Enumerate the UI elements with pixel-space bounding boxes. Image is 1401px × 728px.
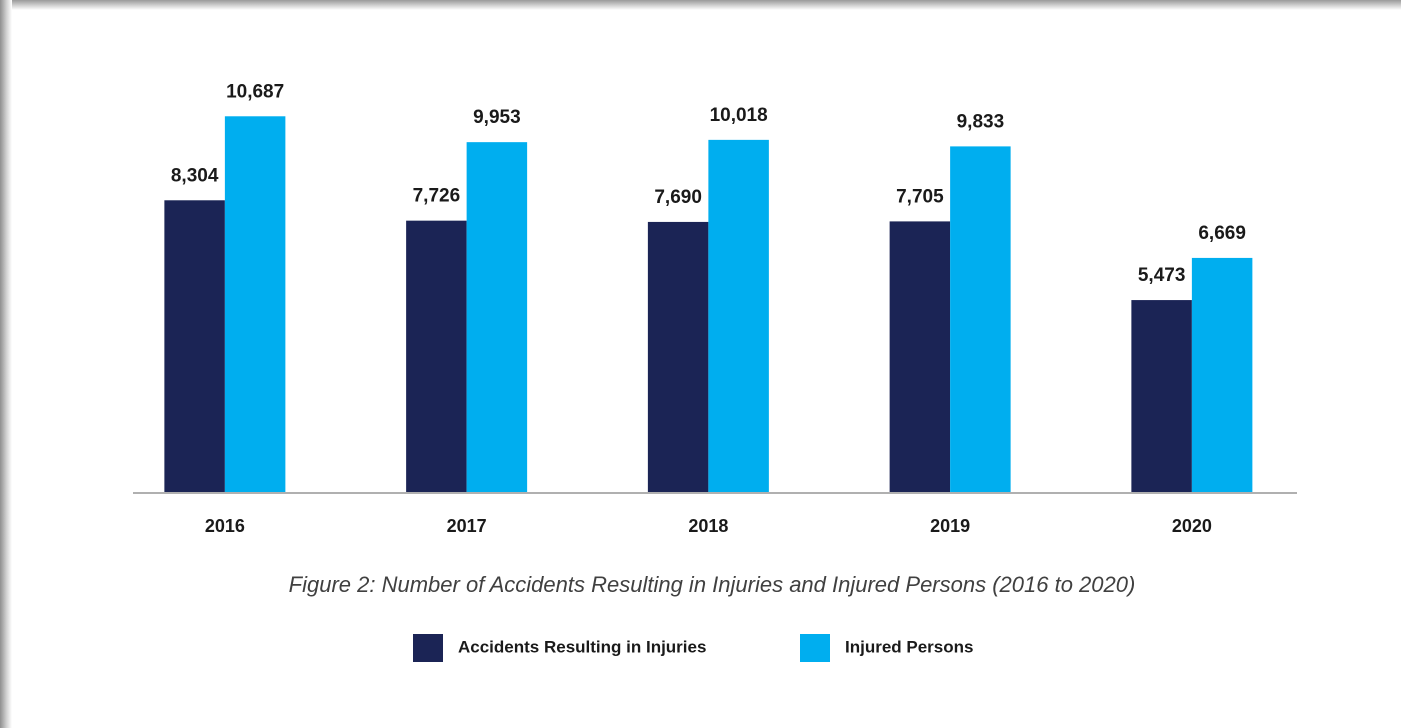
data-label: 8,304 xyxy=(171,165,219,186)
bar xyxy=(466,142,528,494)
data-label: 10,018 xyxy=(710,105,768,126)
bar xyxy=(164,200,225,493)
data-label: 5,473 xyxy=(1138,265,1186,286)
frame-shadow xyxy=(0,0,12,728)
x-tick-label: 2020 xyxy=(1172,516,1212,536)
x-tick-label: 2016 xyxy=(205,516,245,536)
bar xyxy=(708,139,769,494)
data-label: 7,705 xyxy=(896,186,944,207)
x-tick-label: 2019 xyxy=(930,516,970,536)
bar xyxy=(1191,257,1253,493)
legend-swatch xyxy=(413,634,443,662)
data-label: 6,669 xyxy=(1198,223,1246,244)
legend-label: Accidents Resulting in Injuries xyxy=(458,637,706,656)
legend-swatch xyxy=(800,634,830,662)
frame-shadow xyxy=(0,0,1401,10)
chart-caption: Figure 2: Number of Accidents Resulting … xyxy=(289,572,1136,597)
bar xyxy=(406,220,467,493)
bar xyxy=(1131,300,1192,493)
legend-label: Injured Persons xyxy=(845,637,973,656)
data-label: 7,726 xyxy=(413,186,461,207)
data-label: 7,690 xyxy=(654,187,702,208)
bar xyxy=(647,221,709,494)
data-label: 9,833 xyxy=(957,111,1005,132)
bar xyxy=(889,221,951,493)
x-tick-label: 2017 xyxy=(447,516,487,536)
bar xyxy=(950,146,1011,493)
data-label: 10,687 xyxy=(226,81,284,102)
data-label: 9,953 xyxy=(473,107,521,128)
bar xyxy=(224,116,286,493)
x-tick-label: 2018 xyxy=(688,516,728,536)
